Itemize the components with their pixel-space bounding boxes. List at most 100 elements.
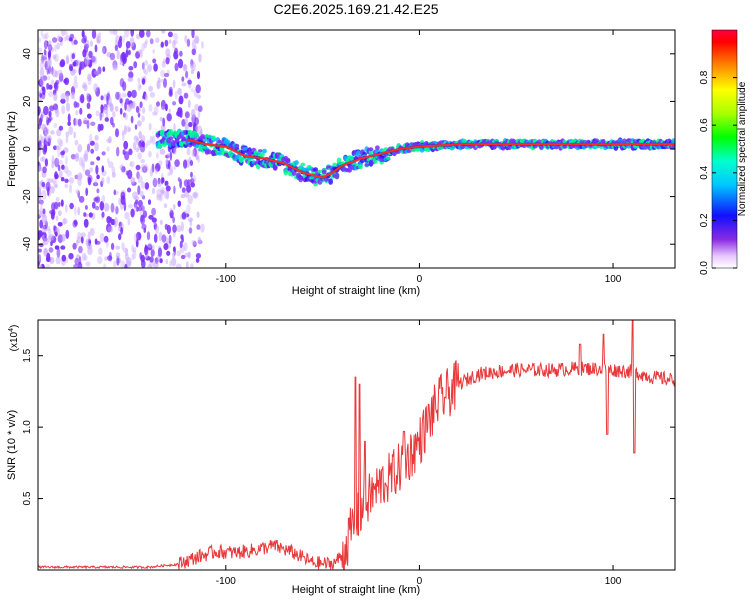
- noise-speckle: [139, 30, 145, 38]
- noise-speckle: [120, 260, 126, 268]
- noise-speckle: [43, 144, 48, 153]
- noise-speckle: [169, 168, 173, 176]
- snr-xlabel: Height of straight line (km): [292, 584, 420, 596]
- noise-speckle: [86, 93, 92, 103]
- colorbar-tick-label: 0.2: [699, 213, 710, 227]
- noise-speckle: [186, 185, 192, 193]
- noise-speckle: [61, 254, 67, 262]
- noise-speckle: [74, 206, 77, 216]
- noise-speckle: [46, 75, 51, 81]
- noise-speckle: [155, 162, 161, 172]
- noise-speckle: [55, 245, 59, 250]
- noise-speckle: [54, 44, 57, 53]
- noise-speckle: [137, 77, 141, 83]
- noise-speckle: [184, 111, 190, 119]
- noise-speckle: [193, 122, 197, 128]
- noise-speckle: [56, 128, 62, 137]
- noise-speckle: [73, 81, 78, 89]
- noise-speckle: [55, 108, 60, 118]
- spectrogram-xlabel: Height of straight line (km): [292, 285, 420, 297]
- noise-speckle: [109, 30, 115, 35]
- noise-speckle: [77, 231, 82, 239]
- noise-speckle: [169, 151, 173, 161]
- snr-ytick-label: 1.0: [22, 420, 33, 434]
- noise-speckle: [87, 174, 93, 183]
- noise-speckle: [166, 113, 172, 122]
- noise-speckle: [61, 105, 66, 115]
- noise-speckle: [187, 251, 191, 259]
- noise-speckle: [88, 50, 93, 59]
- noise-speckle: [120, 163, 125, 174]
- noise-speckle: [172, 39, 176, 49]
- noise-speckle: [108, 161, 114, 169]
- noise-speckle: [110, 104, 114, 112]
- noise-speckle: [47, 178, 54, 183]
- noise-speckle: [139, 252, 142, 260]
- noise-speckle: [73, 264, 79, 268]
- spectrogram-ytick-label: 40: [22, 48, 33, 60]
- noise-speckle: [74, 139, 79, 146]
- noise-speckle: [172, 101, 177, 106]
- noise-speckle: [129, 37, 135, 48]
- noise-speckle: [38, 37, 42, 43]
- noise-speckle: [173, 165, 177, 170]
- noise-speckle: [140, 163, 146, 173]
- noise-speckle: [39, 219, 44, 229]
- noise-speckle: [192, 192, 198, 199]
- noise-speckle: [47, 186, 50, 196]
- noise-speckle: [88, 212, 93, 218]
- noise-speckle: [183, 242, 188, 252]
- noise-speckle: [77, 144, 83, 153]
- noise-speckle: [157, 160, 163, 166]
- noise-speckle: [192, 241, 197, 248]
- noise-speckle: [75, 59, 81, 68]
- noise-speckle: [61, 150, 65, 155]
- noise-speckle: [173, 185, 176, 195]
- noise-speckle: [165, 48, 171, 57]
- noise-speckle: [141, 107, 146, 114]
- noise-speckle: [127, 218, 131, 226]
- noise-speckle: [96, 156, 101, 161]
- noise-speckle: [103, 106, 109, 115]
- noise-speckle: [91, 56, 96, 63]
- noise-speckle: [96, 36, 101, 44]
- noise-speckle: [38, 190, 42, 198]
- noise-speckle: [64, 77, 70, 86]
- noise-speckle: [137, 152, 143, 160]
- noise-speckle: [94, 44, 98, 53]
- noise-speckle: [92, 201, 96, 209]
- noise-speckle: [101, 211, 105, 218]
- noise-speckle: [60, 177, 65, 182]
- noise-speckle: [148, 104, 153, 112]
- noise-speckle: [56, 158, 59, 164]
- noise-speckle: [77, 206, 81, 216]
- spectrogram-ytick-label: -20: [22, 189, 33, 204]
- noise-speckle: [59, 139, 64, 147]
- noise-speckle: [195, 257, 200, 263]
- noise-speckle: [45, 264, 51, 268]
- noise-speckle: [65, 56, 70, 65]
- noise-speckle: [142, 67, 147, 73]
- noise-speckle: [94, 178, 98, 187]
- noise-speckle: [135, 34, 141, 40]
- noise-speckle: [80, 236, 84, 244]
- noise-speckle: [43, 248, 48, 255]
- noise-speckle: [94, 134, 99, 141]
- ridge-cell: [206, 149, 212, 155]
- noise-speckle: [144, 182, 150, 190]
- noise-speckle: [173, 123, 176, 133]
- noise-speckle: [81, 159, 85, 168]
- noise-speckle: [168, 108, 171, 114]
- noise-speckle: [124, 101, 127, 111]
- ridge-cell: [355, 150, 361, 157]
- noise-speckle: [96, 188, 100, 194]
- spectrogram-xtick-label: -100: [216, 274, 236, 285]
- ridge-cell: [332, 162, 338, 167]
- noise-speckle: [189, 63, 194, 69]
- noise-speckle: [41, 33, 47, 40]
- noise-speckle: [124, 30, 130, 38]
- noise-speckle: [71, 53, 76, 60]
- noise-speckle: [41, 156, 46, 162]
- noise-speckle: [90, 148, 95, 154]
- noise-speckle: [76, 173, 80, 181]
